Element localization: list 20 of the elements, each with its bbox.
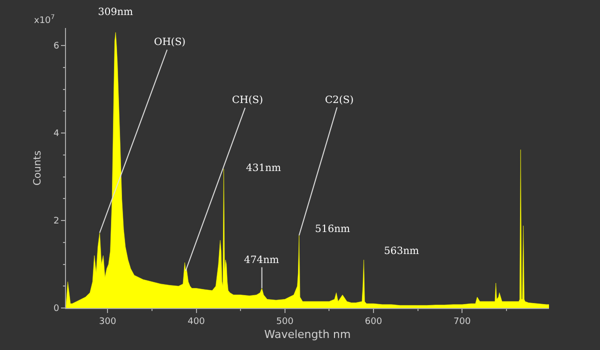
annotation: CH(S) — [232, 95, 264, 106]
x-tick-label: 600 — [364, 316, 382, 327]
y-axis-title: Counts — [32, 150, 44, 186]
annotation: OH(S) — [154, 37, 186, 48]
y-tick-label: 6 — [53, 42, 60, 52]
y-tick-label: 0 — [53, 304, 60, 314]
annotation: 474nm — [244, 255, 280, 266]
x-tick-label: 500 — [276, 316, 294, 327]
x-tick-label: 300 — [99, 316, 117, 327]
annotation: 431nm — [246, 163, 282, 174]
y-tick-label: 2 — [53, 216, 60, 227]
annotation: 309nm — [98, 7, 134, 18]
x-tick-label: 400 — [188, 316, 206, 327]
annotation: 563nm — [384, 246, 420, 257]
annotation: 516nm — [315, 224, 351, 235]
text: x10$^{7}$ — [34, 14, 55, 26]
annotation: C2(S) — [325, 95, 354, 106]
y-tick-label: 4 — [53, 129, 60, 140]
x-axis-title: Wavelength nm — [264, 328, 351, 341]
x-tick-label: 700 — [454, 316, 472, 327]
